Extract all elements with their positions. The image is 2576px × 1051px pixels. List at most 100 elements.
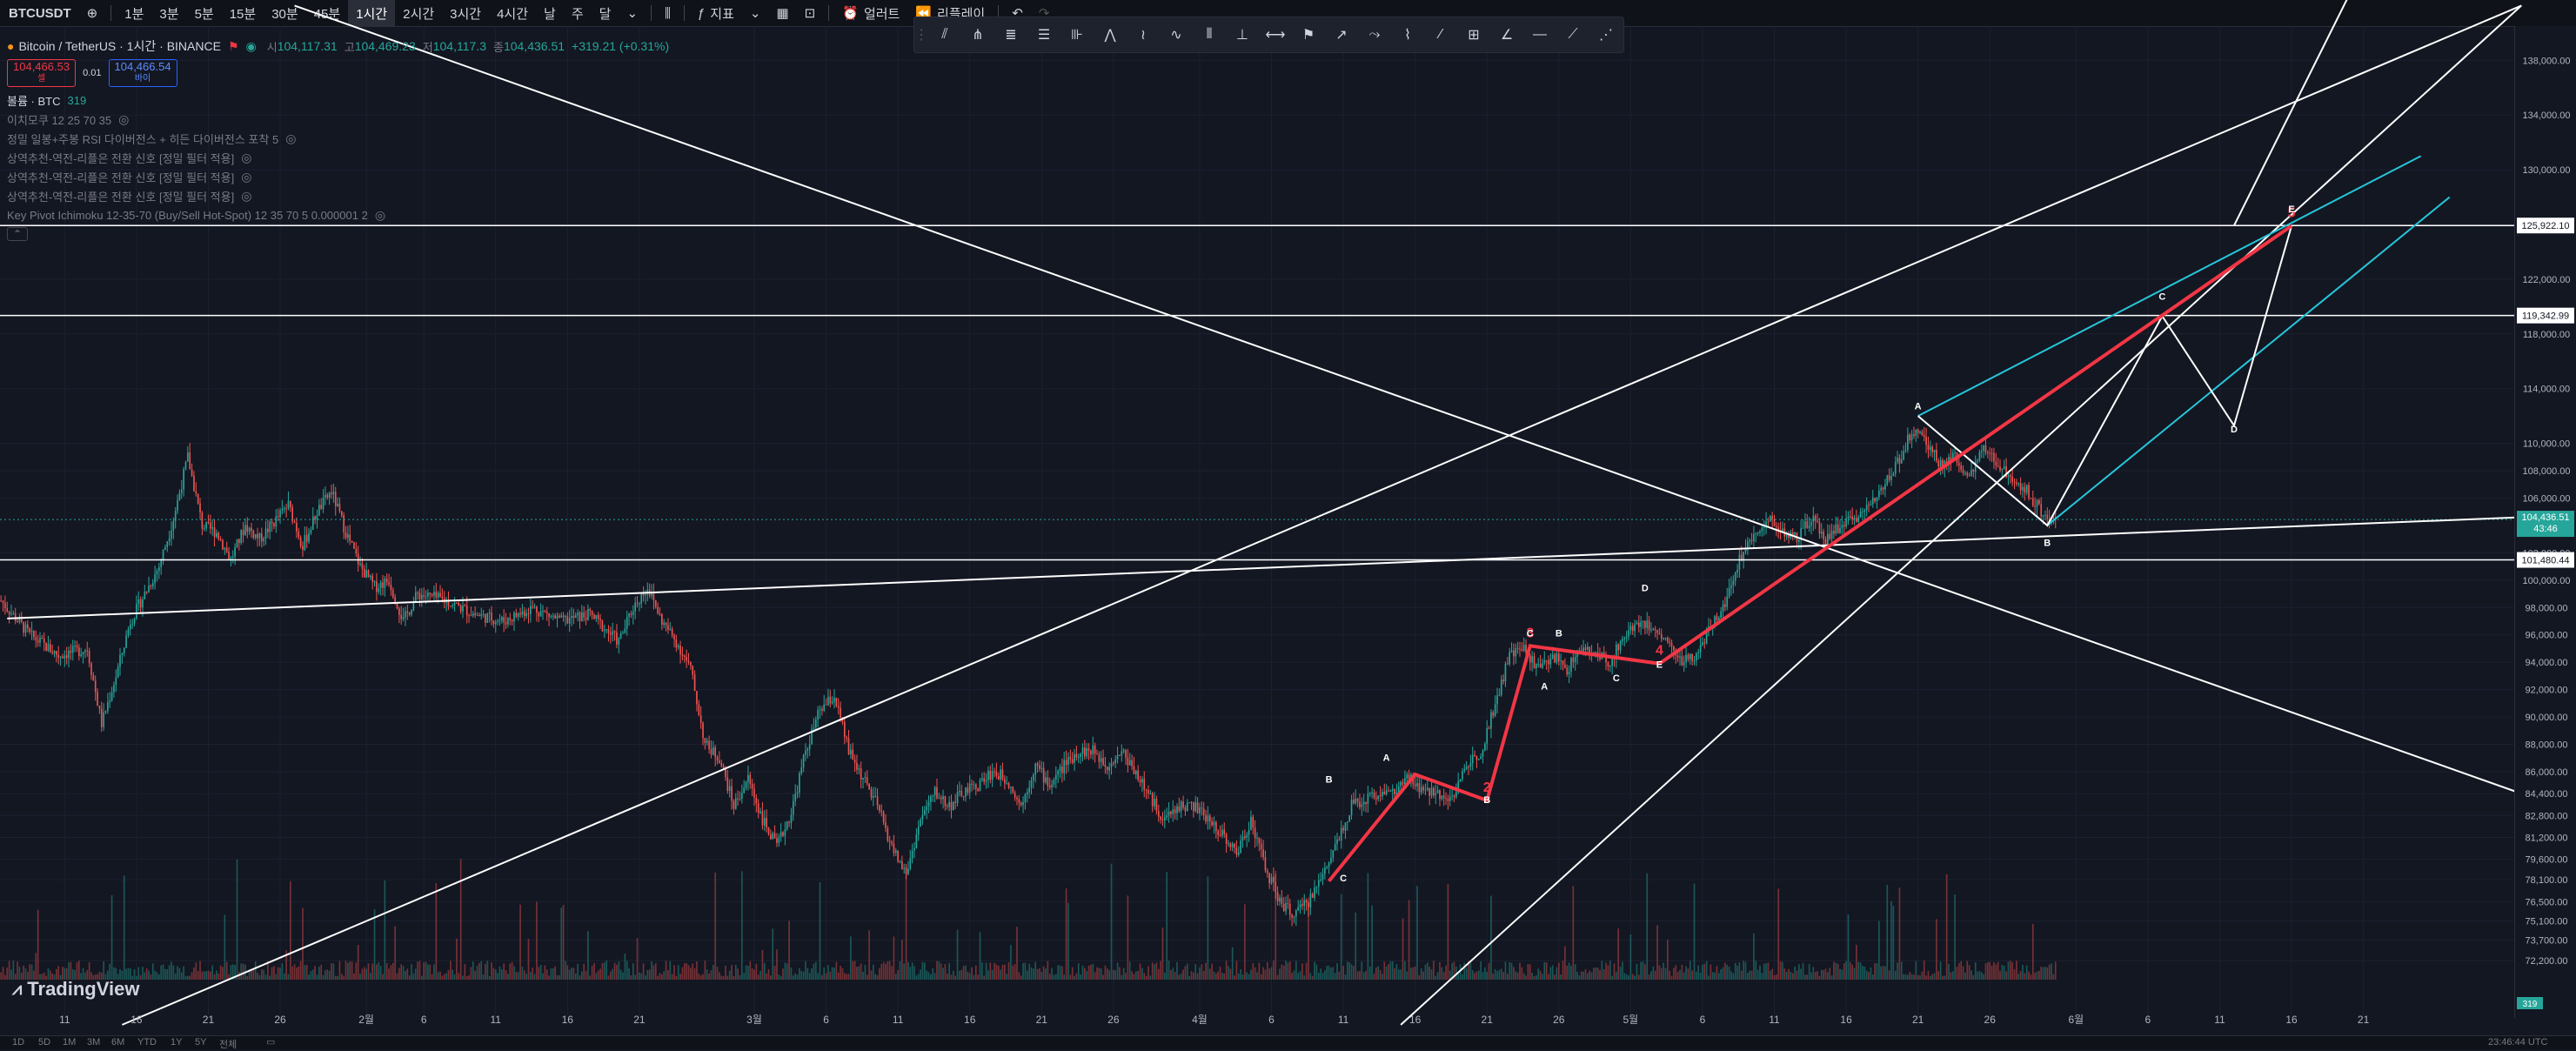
horizontal-ray-tool[interactable]: — xyxy=(1526,21,1554,49)
timeframe-6m[interactable]: 6M xyxy=(111,1037,125,1048)
brush-tool[interactable]: ⤳ xyxy=(1361,21,1388,49)
eye-icon[interactable]: ◎ xyxy=(285,131,297,145)
interval-dropdown-button[interactable]: ⌄ xyxy=(619,0,646,26)
candle-body xyxy=(1166,815,1168,818)
trend-line-tool[interactable]: ⁄ xyxy=(1427,21,1455,49)
volume-bar xyxy=(1151,962,1154,980)
volume-bar xyxy=(950,974,953,980)
indicator-name[interactable]: 상역추천-역전-리플은 전환 신호 [정밀 필터 적용] xyxy=(7,151,235,165)
flag-tool[interactable]: ⚑ xyxy=(1295,21,1322,49)
candle-body xyxy=(388,582,390,586)
time-axis[interactable]: 11 16 21 26 2월 6 11 16 21 3월 6 11 16 21 26 4월 6 11 16 21 26 5… xyxy=(59,1014,2370,1026)
fib-retracement-tool[interactable]: ≣ xyxy=(997,21,1025,49)
more-tools-button[interactable]: ⋰ xyxy=(1592,21,1620,49)
interval-button[interactable]: 달 xyxy=(592,0,619,26)
clock-text[interactable]: 23:46:44 UTC xyxy=(2488,1037,2548,1048)
zigzag-icon: ≀ xyxy=(1141,28,1146,43)
eye-icon[interactable]: ◎ xyxy=(241,150,252,164)
elliott-wave-path[interactable] xyxy=(1328,224,2293,883)
arrow-tool[interactable]: ↗ xyxy=(1328,21,1355,49)
fib-extension-tool[interactable]: ☰ xyxy=(1030,21,1058,49)
interval-button[interactable]: 2시간 xyxy=(395,0,442,26)
interval-button[interactable]: 4시간 xyxy=(489,0,536,26)
add-symbol-button[interactable]: ⊕ xyxy=(79,0,106,26)
interval-button[interactable]: 3분 xyxy=(151,0,186,26)
eye-icon[interactable]: ◎ xyxy=(241,169,252,184)
interval-button[interactable]: 30분 xyxy=(264,0,306,26)
drag-handle[interactable]: ⋮ xyxy=(914,28,928,43)
trend-line[interactable] xyxy=(1400,4,2522,1026)
timeframe-all[interactable]: 전체 xyxy=(219,1040,238,1050)
path-tool[interactable]: ⌇ xyxy=(1394,21,1422,49)
volume-bar xyxy=(264,974,267,980)
interval-button[interactable]: 날 xyxy=(536,0,564,26)
layouts-button[interactable]: ▦ xyxy=(768,0,796,26)
flag-icon[interactable]: ⚑ xyxy=(227,38,239,53)
xabcd-pattern-tool[interactable]: ⋀ xyxy=(1096,21,1124,49)
timeframe-5d[interactable]: 5D xyxy=(38,1037,51,1048)
indicator-name[interactable]: 이치모쿠 12 25 70 35 xyxy=(7,113,112,127)
elliott-wave-pattern[interactable] xyxy=(1328,224,2293,883)
info-table-tool[interactable]: ⊞ xyxy=(1460,21,1488,49)
candle-body xyxy=(104,711,107,713)
indicator-name[interactable]: 상역추천-역전-리플은 전환 신호 [정밀 필터 적용] xyxy=(7,190,235,204)
trend-angle-tool[interactable]: ∠ xyxy=(1493,21,1521,49)
trend-line[interactable] xyxy=(2233,0,2521,226)
cycle-lines-tool[interactable]: ⦀ xyxy=(1195,21,1223,49)
abcd-pattern-tool[interactable]: ≀ xyxy=(1129,21,1157,49)
trend-line[interactable] xyxy=(7,516,2522,619)
interval-button[interactable]: 15분 xyxy=(222,0,264,26)
eye-icon[interactable]: ◎ xyxy=(118,111,130,126)
gann-tool[interactable]: ⊪ xyxy=(1063,21,1091,49)
indicator-name[interactable]: 정밀 일봉+주봉 RSI 다이버전스 + 히든 다이버전스 포착 5 xyxy=(7,132,279,146)
chart-type-button[interactable]: ⫼ xyxy=(657,0,679,26)
pitchfork-tool[interactable]: ⋔ xyxy=(964,21,992,49)
indicator-name[interactable]: 상역추천-역전-리플은 전환 신호 [정밀 필터 적용] xyxy=(7,171,235,184)
alert-button[interactable]: ⏰ 얼러트 xyxy=(834,0,907,26)
timeframe-ytd[interactable]: YTD xyxy=(137,1037,157,1048)
symbol-title[interactable]: Bitcoin / TetherUS · 1시간 · BINANCE xyxy=(18,39,221,53)
volume-label[interactable]: 볼륨 · BTC xyxy=(7,94,61,108)
indicators-button[interactable]: ƒ 지표 xyxy=(690,0,742,26)
indicator-name[interactable]: Key Pivot Ichimoku 12-35-70 (Buy/Sell Ho… xyxy=(7,208,368,222)
eye-icon[interactable]: ◎ xyxy=(374,207,386,222)
interval-button[interactable]: 45분 xyxy=(306,0,349,26)
date-range-tool[interactable]: ⟷ xyxy=(1261,21,1289,49)
trend-line[interactable] xyxy=(121,4,2522,1026)
price-axis[interactable]: 138,000.00134,000.00130,000.00126,000.00… xyxy=(2514,26,2576,1018)
collapse-chevron-icon[interactable]: ⌃ xyxy=(7,227,29,241)
timeframe-1y[interactable]: 1Y xyxy=(171,1037,183,1048)
timeframe-5y[interactable]: 5Y xyxy=(195,1037,207,1048)
channel-line[interactable] xyxy=(2046,196,2451,526)
projection-path[interactable] xyxy=(1917,225,2292,527)
interval-button[interactable]: 5분 xyxy=(187,0,222,26)
eye-icon[interactable]: ◎ xyxy=(241,188,252,203)
indicators-dropdown-button[interactable]: ⌄ xyxy=(742,0,769,26)
templates-button[interactable]: ⊡ xyxy=(797,0,824,26)
buy-button[interactable]: 104,466.54 바이 xyxy=(108,59,177,87)
trendlines[interactable] xyxy=(0,0,2522,1026)
long-position-tool[interactable]: ⊥ xyxy=(1228,21,1256,49)
interval-button[interactable]: 3시간 xyxy=(442,0,489,26)
trend-line[interactable] xyxy=(294,4,2522,795)
elliott-wave-tool[interactable]: ∿ xyxy=(1162,21,1190,49)
calendar-icon[interactable]: ▭ xyxy=(266,1037,276,1048)
extended-line-tool[interactable]: ⟋ xyxy=(1559,21,1587,49)
interval-button-active[interactable]: 1시간 xyxy=(348,0,396,26)
channel-line[interactable] xyxy=(1917,155,2422,418)
timeframe-1m[interactable]: 1M xyxy=(63,1037,77,1048)
volume-bar xyxy=(1262,967,1264,980)
sell-button[interactable]: 104,466.53 셀 xyxy=(7,59,77,87)
interval-button[interactable]: 1분 xyxy=(117,0,151,26)
candle-body xyxy=(1471,754,1474,764)
symbol-search-button[interactable]: BTCUSDT xyxy=(0,0,79,26)
candle-body xyxy=(708,740,710,749)
candle-body xyxy=(1923,434,1925,438)
candle-body xyxy=(1849,516,1851,518)
timeframe-1d[interactable]: 1D xyxy=(12,1037,25,1048)
timeframe-3m[interactable]: 3M xyxy=(87,1037,101,1048)
tradingview-logo[interactable]: ⩘ TradingView xyxy=(12,978,139,1001)
parallel-channel-tool[interactable]: ⫽ xyxy=(931,21,959,49)
interval-button[interactable]: 주 xyxy=(564,0,592,26)
